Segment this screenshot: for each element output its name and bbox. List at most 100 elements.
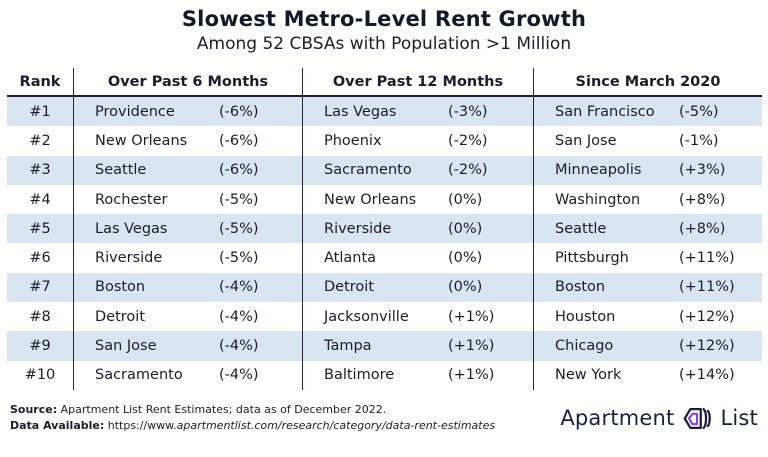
city-name: San Francisco	[555, 103, 655, 120]
apartment-list-house-icon	[681, 405, 713, 432]
change-value: (+1%)	[448, 367, 495, 384]
change-value: (+12%)	[679, 308, 735, 325]
since2020-cell: Seattle (+8%)	[533, 214, 762, 244]
table-row: #3 Seattle (-6%) Sacramento (-2%) Minneapo…	[7, 155, 762, 185]
city-name: Baltimore	[324, 367, 395, 384]
past12-cell: New Orleans (0%)	[302, 184, 533, 215]
rank-cell: #5	[29, 220, 51, 237]
past6-cell: Las Vegas (-5%)	[73, 214, 302, 244]
change-value: (0%)	[448, 279, 483, 296]
city-name: Pittsburgh	[555, 250, 629, 267]
rank-cell: #9	[29, 338, 51, 355]
change-value: (-6%)	[219, 162, 259, 179]
source-notes: Source: Apartment List Rent Estimates; d…	[10, 402, 495, 435]
city-name: Minneapolis	[555, 162, 642, 179]
past12-cell: Riverside (0%)	[302, 214, 533, 244]
city-name: Sacramento	[324, 162, 412, 179]
footer: Source: Apartment List Rent Estimates; d…	[10, 402, 758, 435]
city-name: San Jose	[95, 338, 157, 355]
city-name: Riverside	[324, 220, 392, 237]
since2020-cell: Minneapolis (+3%)	[533, 155, 762, 185]
table-row: #8 Detroit (-4%) Jacksonville (+1%) Housto…	[7, 302, 762, 332]
change-value: (+11%)	[679, 250, 735, 267]
city-name: Tampa	[324, 338, 372, 355]
change-value: (+11%)	[679, 279, 735, 296]
table-row: #5 Las Vegas (-5%) Riverside (0%) Seattle (…	[7, 214, 762, 244]
source-label: Source:	[10, 402, 58, 416]
column-header-past-6-months: Over Past 6 Months	[73, 68, 302, 95]
past12-cell: Phoenix (-2%)	[302, 126, 533, 156]
rent-growth-table: Rank Over Past 6 Months Over Past 12 Mon…	[7, 68, 762, 390]
city-name: Detroit	[324, 279, 374, 296]
past12-cell: Las Vegas (-3%)	[302, 97, 533, 127]
change-value: (-3%)	[448, 103, 488, 120]
since2020-cell: Boston (+11%)	[533, 272, 762, 303]
past12-cell: Tampa (+1%)	[302, 331, 533, 361]
table-row: #6 Riverside (-5%) Atlanta (0%) Pittsburgh…	[7, 243, 762, 273]
city-name: Sacramento	[95, 367, 183, 384]
past6-cell: Boston (-4%)	[73, 272, 302, 303]
city-name: Boston	[555, 279, 606, 296]
apartment-list-logo: Apartment List	[560, 405, 758, 432]
city-name: Seattle	[555, 220, 607, 237]
city-name: Phoenix	[324, 132, 382, 149]
change-value: (+1%)	[448, 338, 495, 355]
rank-cell: #4	[29, 191, 51, 208]
city-name: New Orleans	[95, 132, 188, 149]
since2020-cell: Chicago (+12%)	[533, 331, 762, 361]
since2020-cell: New York (+14%)	[533, 360, 762, 390]
city-name: San Jose	[555, 132, 617, 149]
past12-cell: Detroit (0%)	[302, 272, 533, 303]
change-value: (+12%)	[679, 338, 735, 355]
city-name: Seattle	[95, 162, 147, 179]
rank-cell: #1	[29, 103, 51, 120]
source-text: Apartment List Rent Estimates; data as o…	[57, 402, 387, 416]
past6-cell: Providence (-6%)	[73, 97, 302, 127]
data-available-label: Data Available:	[10, 419, 105, 433]
table-row: #2 New Orleans (-6%) Phoenix (-2%) San Jos…	[7, 126, 762, 156]
table-row: #9 San Jose (-4%) Tampa (+1%) Chicago (+12%…	[7, 331, 762, 361]
change-value: (0%)	[448, 250, 483, 267]
city-name: New Orleans	[324, 191, 417, 208]
city-name: Houston	[555, 308, 616, 325]
change-value: (-5%)	[679, 103, 719, 120]
change-value: (+8%)	[679, 220, 726, 237]
change-value: (-4%)	[219, 338, 259, 355]
change-value: (-5%)	[219, 250, 259, 267]
since2020-cell: Washington (+8%)	[533, 184, 762, 215]
page-subtitle: Among 52 CBSAs with Population >1 Millio…	[196, 34, 572, 54]
city-name: Riverside	[95, 250, 163, 267]
city-name: Atlanta	[324, 250, 377, 267]
change-value: (-2%)	[448, 132, 488, 149]
change-value: (-5%)	[219, 191, 259, 208]
rank-cell: #7	[29, 279, 51, 296]
past6-cell: Detroit (-4%)	[73, 302, 302, 332]
page-title: Slowest Metro-Level Rent Growth	[181, 7, 587, 31]
change-value: (+1%)	[448, 308, 495, 325]
rank-cell: #3	[29, 162, 51, 179]
city-name: Providence	[95, 103, 175, 120]
past12-cell: Baltimore (+1%)	[302, 360, 533, 390]
since2020-cell: Houston (+12%)	[533, 302, 762, 332]
change-value: (+14%)	[679, 367, 735, 384]
past12-cell: Jacksonville (+1%)	[302, 302, 533, 332]
city-name: Washington	[555, 191, 641, 208]
url-prefix: https://www.	[104, 419, 177, 433]
column-header-since-march-2020: Since March 2020	[533, 68, 762, 95]
rank-cell: #8	[29, 308, 51, 325]
past12-cell: Sacramento (-2%)	[302, 155, 533, 185]
table-row: #10 Sacramento (-4%) Baltimore (+1%) New Y…	[7, 360, 762, 390]
logo-word-apartment: Apartment	[560, 406, 675, 431]
past6-cell: Riverside (-5%)	[73, 243, 302, 273]
past12-cell: Atlanta (0%)	[302, 243, 533, 273]
city-name: Rochester	[95, 191, 168, 208]
change-value: (-4%)	[219, 367, 259, 384]
table-header-row: Rank Over Past 6 Months Over Past 12 Mon…	[7, 68, 762, 97]
rank-cell: #2	[29, 132, 51, 149]
city-name: New York	[555, 367, 622, 384]
data-available-line: Data Available: https://www.apartmentlis…	[10, 418, 495, 435]
change-value: (-6%)	[219, 103, 259, 120]
city-name: Las Vegas	[95, 220, 168, 237]
rank-cell: #10	[24, 367, 56, 384]
since2020-cell: San Jose (-1%)	[533, 126, 762, 156]
